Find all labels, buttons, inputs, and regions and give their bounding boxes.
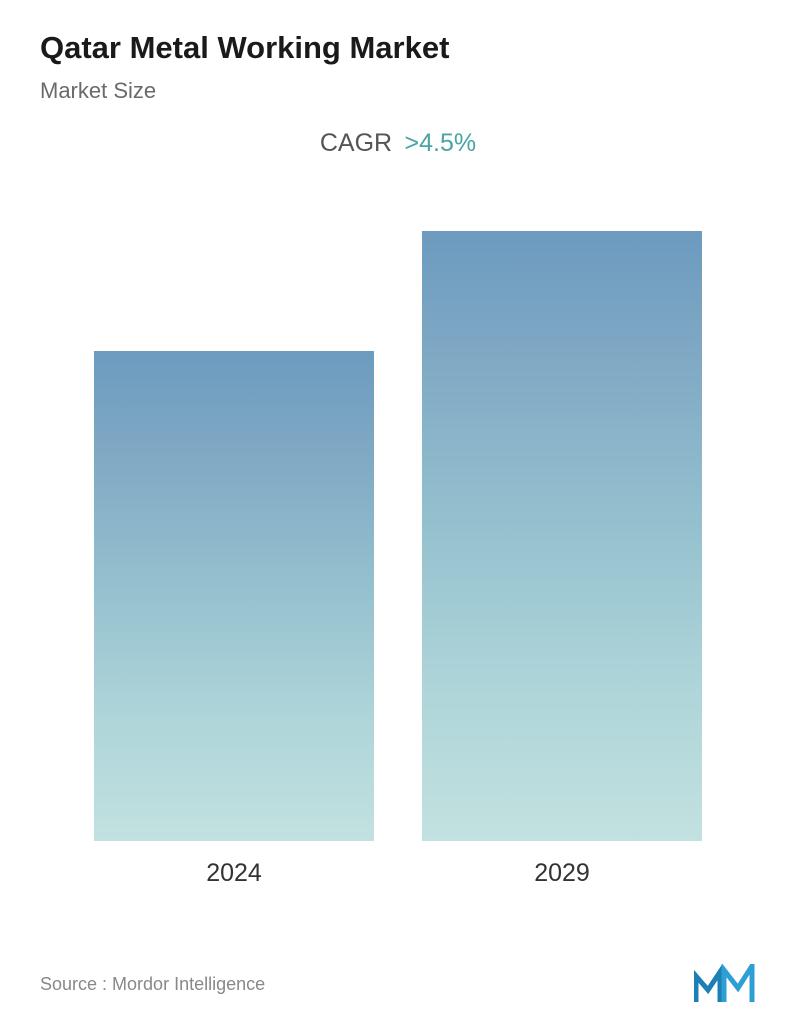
subtitle: Market Size xyxy=(40,78,756,104)
footer: Source : Mordor Intelligence xyxy=(40,964,756,1004)
source-label: Source : xyxy=(40,974,112,994)
bar-chart: 2024 2029 xyxy=(40,208,756,888)
source-text: Source : Mordor Intelligence xyxy=(40,974,265,995)
bar-0 xyxy=(94,351,374,841)
cagr-label: CAGR xyxy=(320,129,392,157)
source-name: Mordor Intelligence xyxy=(112,974,265,994)
page-title: Qatar Metal Working Market xyxy=(40,30,756,66)
bar-label-1: 2029 xyxy=(534,859,590,888)
bar-group-0: 2024 xyxy=(94,351,374,888)
bar-group-1: 2029 xyxy=(422,231,702,888)
cagr-container: CAGR >4.5% xyxy=(40,129,756,158)
cagr-value: >4.5% xyxy=(405,129,477,157)
bar-label-0: 2024 xyxy=(206,859,262,888)
bar-1 xyxy=(422,231,702,841)
mordor-logo-icon xyxy=(694,964,756,1004)
